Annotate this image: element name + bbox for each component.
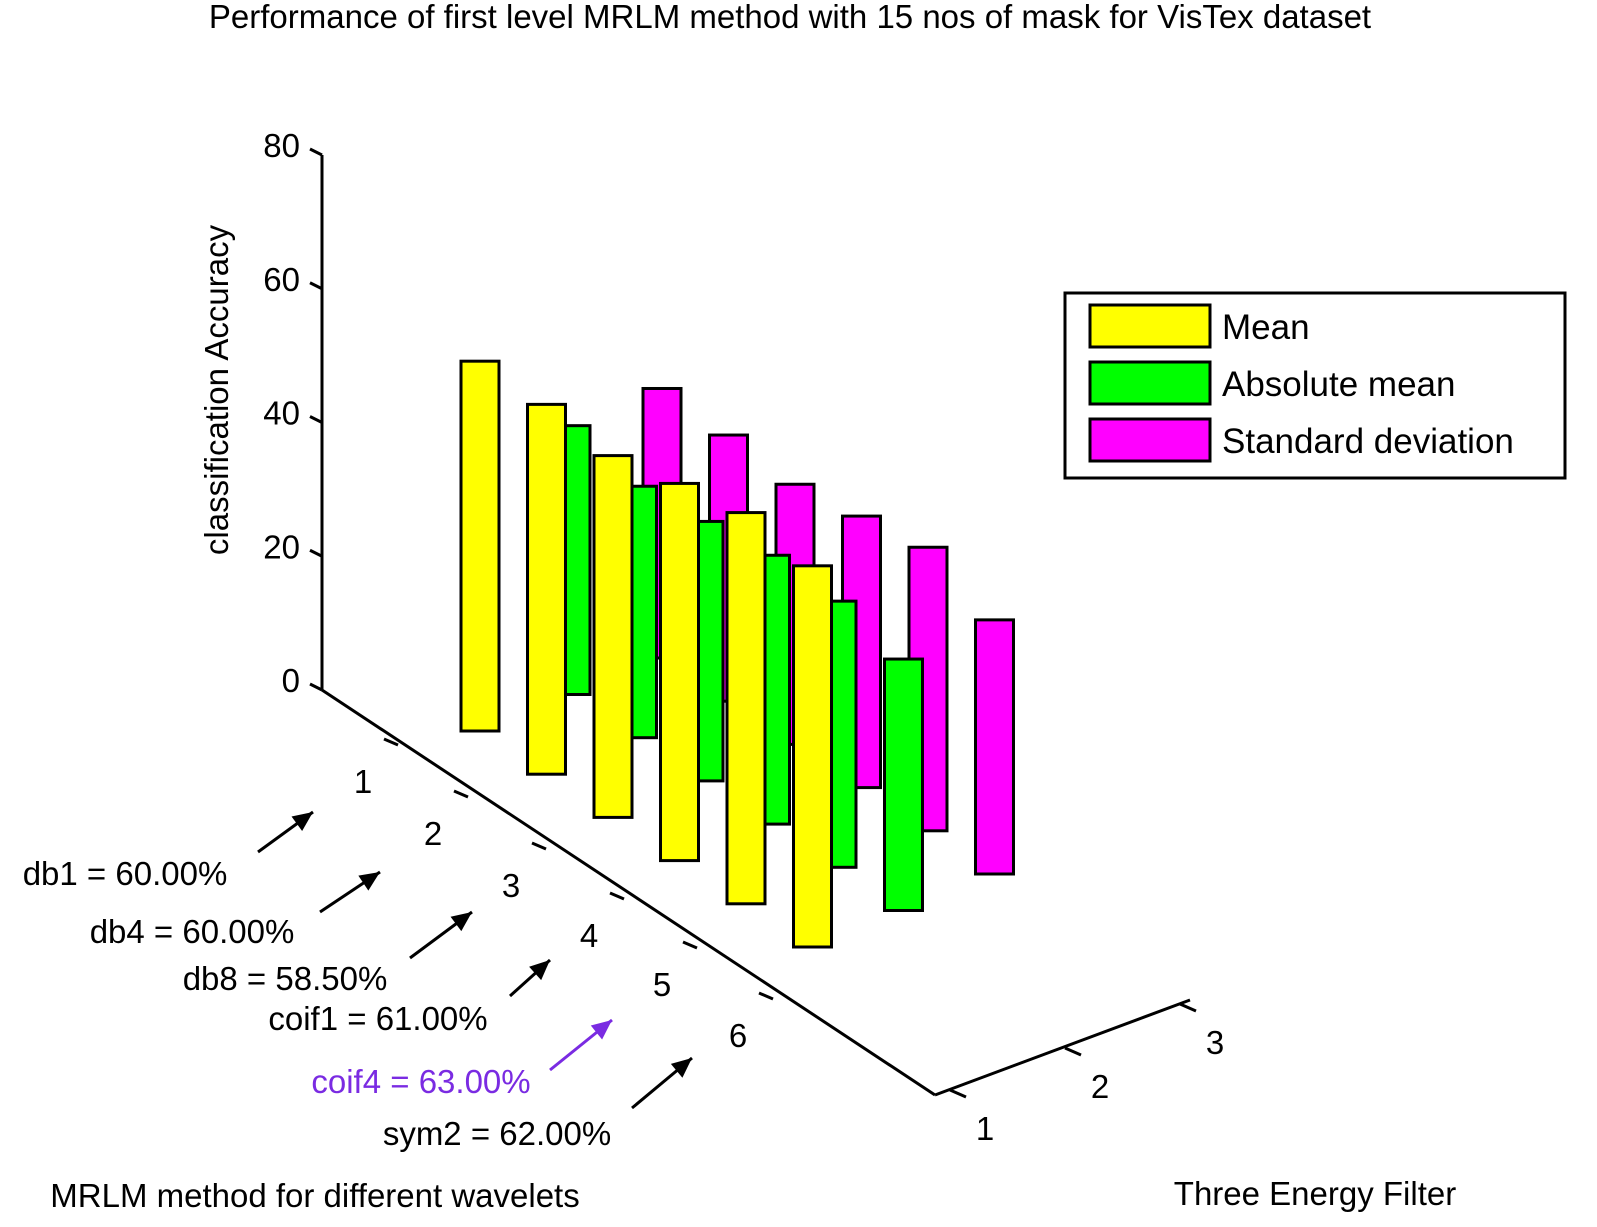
arrow-head-icon (291, 812, 313, 832)
x-tick (758, 991, 774, 1001)
arrow-head-icon (670, 1058, 692, 1078)
bar-mean (459, 359, 501, 733)
legend: Mean Absolute mean Standard deviation (1063, 291, 1567, 480)
bar-mean (792, 564, 833, 949)
legend-swatch (1088, 417, 1212, 463)
annotation-label: db8 = 58.50% (183, 960, 388, 997)
x-axis-line (321, 688, 936, 1097)
z-tick (309, 147, 323, 157)
z-tick-label: 20 (263, 528, 300, 565)
annotation-label: coif1 = 61.00% (268, 1000, 487, 1037)
y-axis-line (934, 998, 1191, 1097)
z-tick (309, 682, 323, 692)
arrow-head-icon (529, 960, 550, 981)
z-axis-label: classification Accuracy (198, 224, 235, 555)
x-tick-label: 3 (502, 867, 520, 904)
y-tick (1064, 1046, 1082, 1057)
legend-label: Standard deviation (1222, 422, 1514, 461)
z-tick (309, 548, 323, 558)
x-tick-label: 2 (424, 815, 442, 852)
y-axis-label: Three Energy Filter (1174, 1175, 1456, 1212)
bar-standard-deviation (974, 618, 1015, 876)
x-tick-label: 5 (653, 966, 671, 1003)
annotation-label: sym2 = 62.00% (383, 1115, 611, 1152)
y-tick (949, 1088, 967, 1099)
bar-mean (725, 511, 767, 906)
z-tick (309, 415, 323, 424)
arrow-head-icon (450, 912, 472, 932)
legend-swatch (1088, 360, 1212, 406)
x-tick (453, 789, 469, 799)
z-tick (309, 281, 323, 291)
x-tick (682, 940, 698, 950)
annotation-label: db4 = 60.00% (90, 913, 295, 950)
bar-mean (659, 481, 700, 863)
y-tick-label: 1 (976, 1110, 994, 1147)
y-tick-label: 2 (1091, 1068, 1109, 1105)
x-tick-label: 1 (354, 763, 372, 800)
legend-swatch (1088, 303, 1212, 349)
z-tick-label: 0 (282, 662, 300, 699)
annotation-label: db1 = 60.00% (23, 855, 228, 892)
z-tick-label: 60 (263, 261, 300, 298)
bar-mean (592, 454, 634, 819)
bar-mean (526, 402, 567, 776)
z-tick-label: 40 (263, 395, 300, 432)
bar-absolute-mean (883, 657, 924, 912)
x-axis-label: MRLM method for different wavelets (50, 1177, 579, 1214)
z-tick-label: 80 (263, 127, 300, 164)
y-tick (1179, 1002, 1197, 1013)
legend-label: Absolute mean (1222, 365, 1455, 404)
legend-label: Mean (1222, 308, 1310, 347)
x-tick (531, 841, 547, 851)
arrow-head-icon (590, 1020, 612, 1040)
y-tick-label: 3 (1206, 1024, 1224, 1061)
annotation-label: coif4 = 63.00% (311, 1063, 530, 1100)
x-tick-label: 6 (729, 1017, 747, 1054)
arrow-head-icon (358, 872, 380, 891)
x-tick (383, 737, 399, 747)
chart-title: Performance of first level MRLM method w… (209, 0, 1371, 35)
x-tick (609, 891, 625, 901)
x-tick-label: 4 (580, 917, 598, 954)
